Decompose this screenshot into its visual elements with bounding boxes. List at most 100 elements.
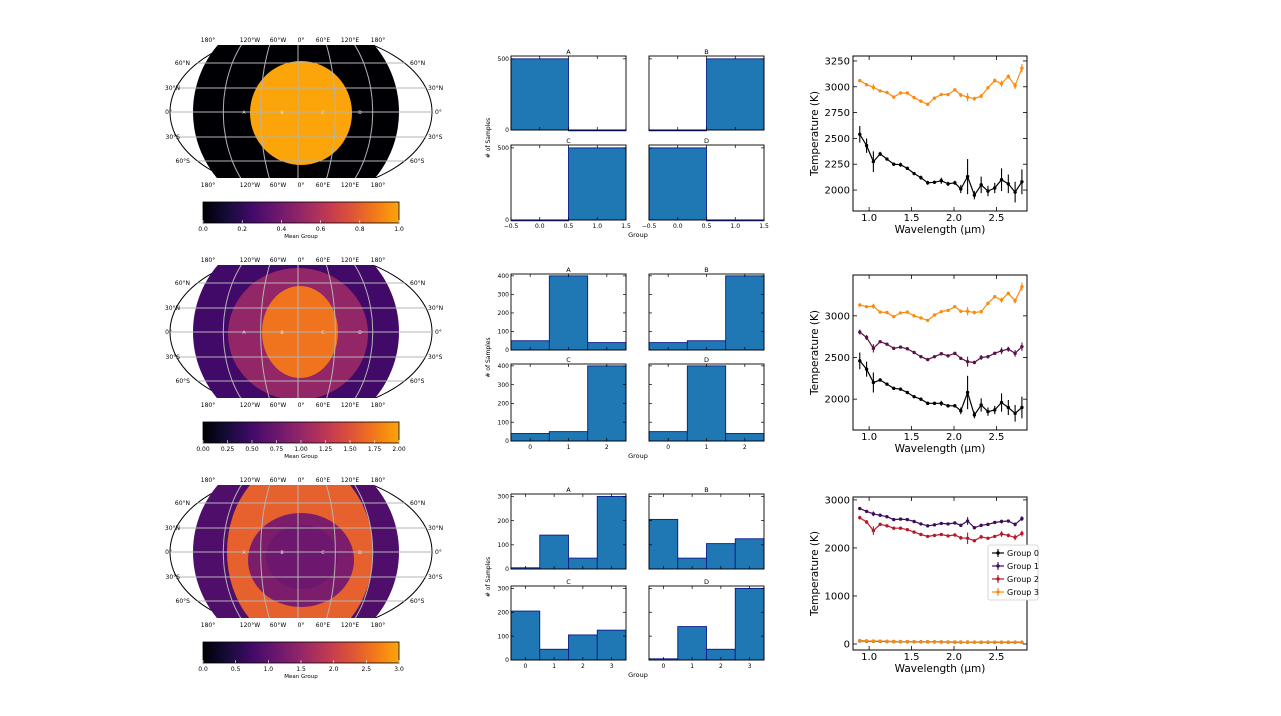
map-lon-label-top: 120°E [341, 257, 359, 264]
data-point [925, 102, 930, 107]
histogram-ytick-label: 400 [498, 273, 510, 280]
data-point [864, 509, 869, 514]
data-point [912, 171, 916, 176]
map-point-label-D: D [358, 550, 362, 556]
map-lon-label-bottom: 0° [298, 622, 305, 629]
data-point [912, 639, 916, 644]
map-lat-label-right: 60°N [410, 500, 425, 507]
legend-label: Group 2 [1007, 575, 1039, 584]
histogram-panel-title: B [704, 48, 708, 56]
data-point [993, 78, 997, 83]
map-lat-label-right: 0° [435, 329, 442, 336]
map-lon-label-top: 120°E [341, 477, 359, 484]
map-point-label-D: D [358, 330, 362, 336]
data-point [939, 352, 943, 356]
histogram-panel-title: B [704, 486, 708, 494]
data-point [858, 132, 862, 136]
map-lat-label-right: 30°N [428, 525, 443, 532]
histogram-axes-frame [510, 585, 627, 661]
map-lon-label-bottom: 120°W [240, 622, 260, 629]
colorbar-tick-label: 1.5 [296, 666, 306, 673]
data-point [953, 304, 957, 309]
histogram-ytick-label: 100 [498, 542, 510, 549]
map-lat-label-left: 60°N [175, 500, 190, 507]
map-lon-label-top: 120°W [240, 37, 260, 44]
colorbar-tick-label: 0.8 [355, 226, 365, 233]
data-point [1013, 351, 1017, 356]
legend-item: Group 1 [992, 562, 1039, 571]
temperature-xtick-label: 1.5 [904, 213, 920, 224]
histogram-panel-B: B [648, 486, 765, 570]
map-lat-label-left: 30°N [165, 305, 180, 312]
data-point [864, 143, 869, 148]
legend-label: Group 3 [1007, 588, 1039, 597]
data-point [871, 159, 876, 164]
data-point [864, 367, 869, 371]
histogram-bar [539, 534, 569, 570]
map-lon-label-bottom: 120°W [240, 402, 260, 409]
data-point [979, 640, 983, 644]
data-point [871, 304, 876, 308]
data-point [1020, 344, 1024, 349]
temperature-plot-row-1: 1.0 1.5 2.0 2.5 2000 2250 2500 2750 3000 3250 Temp… [809, 55, 1028, 236]
data-point [986, 640, 990, 644]
data-point [864, 83, 869, 87]
data-point [965, 390, 970, 395]
map-lat-label-left: 0° [165, 329, 172, 336]
data-point [885, 90, 889, 95]
data-point [885, 514, 889, 519]
data-point [993, 186, 997, 190]
histogram-ytick-label: 300 [498, 292, 510, 299]
data-point [864, 304, 869, 309]
data-point [953, 521, 957, 525]
histogram-xtick-label: 0 [666, 444, 670, 451]
data-point [999, 532, 1004, 536]
data-point [1013, 535, 1017, 540]
map-lon-label-bottom: 180° [201, 622, 215, 629]
data-point [979, 355, 983, 360]
data-point [946, 404, 950, 408]
data-point [898, 517, 903, 521]
data-point [959, 523, 963, 528]
data-point [965, 640, 970, 644]
temperature-xtick-label: 2.5 [988, 432, 1004, 443]
colorbar-tick-label: 1.75 [368, 446, 382, 453]
map-meridian [222, 45, 242, 178]
histogram-panel-title: B [704, 266, 708, 274]
data-point [892, 95, 896, 99]
data-point [1020, 180, 1024, 184]
histogram-bar [587, 365, 627, 442]
histogram-xtick-label: 0 [523, 663, 527, 670]
data-point [1006, 405, 1011, 410]
series-1 [858, 329, 1024, 367]
temperature-xtick-label: 2.0 [946, 652, 962, 663]
data-point [1006, 519, 1011, 523]
temperature-ytick-label: 2500 [825, 134, 850, 145]
data-point [912, 519, 916, 524]
map-lon-label-bottom: 0° [298, 402, 305, 409]
histogram-xlabel: Group [628, 231, 648, 239]
map-lon-label-bottom: 0° [298, 182, 305, 189]
data-point [986, 522, 990, 527]
histogram-grid-row-2: A 0 100 200 300 400 B C 0 100 200 300 400 0 1 2 D 0 1 2 # of… [485, 266, 765, 460]
data-point [953, 351, 957, 356]
map-lon-label-top: 60°W [270, 477, 287, 484]
temperature-ytick-label: 3000 [825, 311, 850, 322]
histogram-xtick-label: 1 [690, 663, 694, 670]
histogram-ytick-label: 0 [505, 566, 509, 573]
legend-label: Group 0 [1007, 549, 1039, 558]
histogram-xtick-label: 0.5 [564, 223, 574, 230]
data-point [1006, 182, 1011, 186]
map-lat-label-left: 30°N [165, 85, 180, 92]
data-point [1013, 190, 1017, 194]
data-point [986, 409, 990, 414]
histogram-ytick-label: 0 [505, 657, 509, 664]
data-point [1006, 533, 1011, 538]
map-meridian [260, 45, 271, 178]
histogram-xtick-label: 3 [748, 663, 752, 670]
data-point [919, 99, 923, 103]
map-globe [169, 45, 433, 178]
histogram-ytick-label: 100 [498, 633, 510, 640]
data-point [999, 298, 1004, 302]
